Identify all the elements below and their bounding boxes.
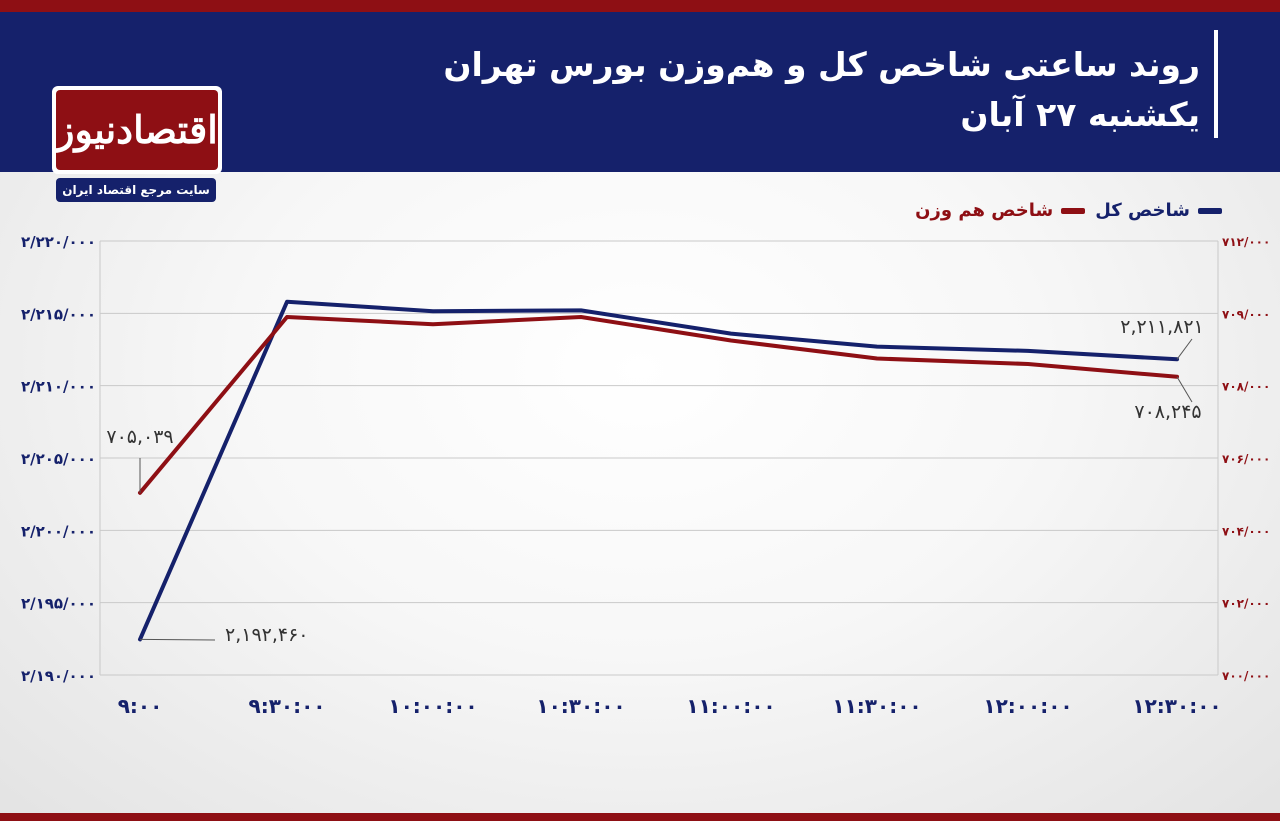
right-tick-label: ۷۰۶/۰۰۰ bbox=[1222, 452, 1270, 466]
title-divider bbox=[1214, 30, 1218, 138]
legend-swatch-total bbox=[1198, 207, 1222, 214]
legend-item-total: شاخص کل bbox=[1095, 200, 1222, 221]
left-tick-label: ۲/۱۹۰/۰۰۰ bbox=[21, 667, 96, 685]
right-tick-label: ۷۱۲/۰۰۰ bbox=[1222, 235, 1270, 249]
x-tick-label: ۱۰:۰۰:۰۰ bbox=[388, 694, 477, 718]
legend-label-equal-weight: شاخص هم وزن bbox=[915, 200, 1054, 221]
x-tick-label: ۱۲:۳۰:۰۰ bbox=[1132, 694, 1221, 718]
logo-tagline: سایت مرجع اقتصاد ایران bbox=[56, 178, 216, 202]
right-tick-label: ۷۰۲/۰۰۰ bbox=[1222, 597, 1270, 611]
left-tick-label: ۲/۲۰۵/۰۰۰ bbox=[21, 450, 96, 468]
annotation-leader bbox=[139, 638, 216, 641]
x-tick-label: ۱۱:۳۰:۰۰ bbox=[832, 694, 921, 718]
left-tick-label: ۲/۱۹۵/۰۰۰ bbox=[21, 595, 96, 613]
right-tick-label: ۷۰۹/۰۰۰ bbox=[1222, 307, 1270, 321]
legend-label-total: شاخص کل bbox=[1095, 200, 1190, 221]
legend-item-equal-weight: شاخص هم وزن bbox=[915, 200, 1086, 221]
chart-title: روند ساعتی شاخص کل و هم‌وزن بورس تهران ی… bbox=[400, 40, 1200, 140]
title-line-2: یکشنبه ۲۷ آبان bbox=[960, 95, 1200, 134]
annotation-label: ۲,۱۹۲,۴۶۰ bbox=[225, 624, 309, 646]
legend-swatch-equal-weight bbox=[1061, 207, 1086, 214]
logo: اقتصادنیوز bbox=[52, 86, 222, 174]
right-tick-label: ۷۰۴/۰۰۰ bbox=[1222, 524, 1270, 538]
x-tick-label: ۱۱:۰۰:۰۰ bbox=[686, 694, 775, 718]
x-tick-label: ۹:۰۰ bbox=[118, 694, 163, 718]
annotation-label: ۷۰۵,۰۳۹ bbox=[106, 426, 173, 448]
left-tick-label: ۲/۲۱۵/۰۰۰ bbox=[21, 305, 96, 323]
series-line-0 bbox=[138, 299, 1179, 642]
x-tick-label: ۱۲:۰۰:۰۰ bbox=[983, 694, 1072, 718]
x-tick-label: ۹:۳۰:۰۰ bbox=[248, 694, 325, 718]
right-tick-label: ۷۰۸/۰۰۰ bbox=[1222, 380, 1270, 394]
logo-wordmark: اقتصادنیوز bbox=[56, 90, 218, 170]
legend: شاخص کل شاخص هم وزن bbox=[915, 200, 1222, 221]
annotation-leader bbox=[1176, 376, 1193, 403]
annotation-label: ۷۰۸,۲۴۵ bbox=[1134, 401, 1201, 423]
top-accent-strip bbox=[0, 0, 1280, 12]
right-tick-label: ۷۰۰/۰۰۰ bbox=[1222, 669, 1270, 683]
x-tick-label: ۱۰:۳۰:۰۰ bbox=[536, 694, 625, 718]
annotation-label: ۲,۲۱۱,۸۲۱ bbox=[1120, 316, 1204, 338]
bottom-accent-strip bbox=[0, 813, 1280, 821]
left-tick-label: ۲/۲۰۰/۰۰۰ bbox=[21, 522, 96, 540]
series-line-1 bbox=[138, 315, 1179, 495]
annotation-leader bbox=[1176, 338, 1193, 360]
title-line-1: روند ساعتی شاخص کل و هم‌وزن بورس تهران bbox=[443, 45, 1200, 84]
left-tick-label: ۲/۲۲۰/۰۰۰ bbox=[21, 233, 96, 251]
left-tick-label: ۲/۲۱۰/۰۰۰ bbox=[21, 378, 96, 396]
